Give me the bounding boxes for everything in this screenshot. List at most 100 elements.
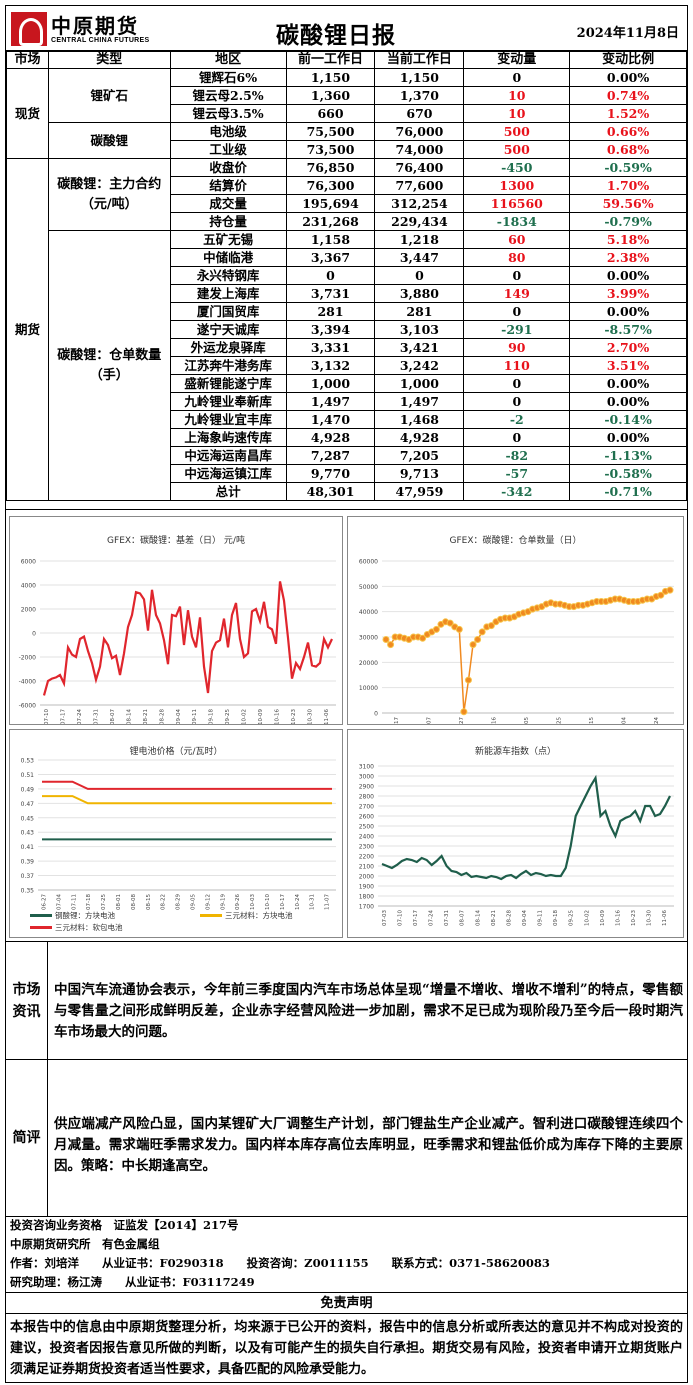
change-cell: -82 bbox=[463, 446, 571, 465]
y-tick-label: 0.47 bbox=[21, 801, 35, 808]
x-tick-label: 09-25 bbox=[225, 709, 231, 724]
chart-title: GFEX：碳酸锂：基差（日） 元/吨 bbox=[107, 536, 245, 546]
prev-cell: 231,268 bbox=[285, 212, 376, 231]
col-header: 地区 bbox=[169, 51, 287, 69]
x-tick-label: 07-31 bbox=[94, 709, 100, 724]
region-cell: 持仓量 bbox=[169, 212, 287, 231]
x-tick-label: 08-14 bbox=[475, 910, 481, 926]
curr-cell: 3,447 bbox=[374, 248, 465, 267]
prev-cell: 75,500 bbox=[285, 122, 376, 141]
curr-cell: 1,000 bbox=[374, 374, 465, 393]
footer-line: 投资咨询业务资格 证监发【2014】217号 bbox=[10, 1218, 239, 1232]
legend-swatch bbox=[30, 914, 52, 917]
battery-price-chart: 锂电池价格（元/瓦时） 0.35 0.37 0.39 0.41 0.43 0.45 0.47… bbox=[9, 729, 343, 938]
y-tick-label: 0.41 bbox=[21, 844, 35, 851]
prev-cell: 4,928 bbox=[285, 428, 376, 447]
y-tick-label: 3100 bbox=[359, 764, 374, 771]
x-tick-label: 10-02 bbox=[242, 709, 248, 724]
x-tick-label: 07-11 bbox=[71, 894, 77, 910]
pct-cell: 0.00% bbox=[569, 302, 687, 321]
region-cell: 中远海运南昌库 bbox=[169, 446, 287, 465]
x-tick-label: 10-16 bbox=[274, 709, 280, 724]
curr-cell: 47,959 bbox=[374, 482, 465, 501]
region-cell: 中储临港 bbox=[169, 248, 287, 267]
curr-cell: 670 bbox=[374, 104, 465, 123]
table-row: 盛新锂能遂宁库 1,000 1,000 0 0.00% bbox=[7, 374, 687, 393]
pct-cell: 0.00% bbox=[569, 374, 687, 393]
prev-cell: 195,694 bbox=[285, 194, 376, 213]
type-cell: 碳酸锂：主力合约（元/吨） bbox=[47, 158, 171, 231]
change-cell: -57 bbox=[463, 464, 571, 483]
data-point bbox=[469, 641, 477, 649]
x-tick-label: 08-29 bbox=[176, 894, 182, 910]
footer-line: 作者：刘培洋 从业证书：F0290318 投资咨询：Z0011155 联系方式：… bbox=[10, 1256, 550, 1270]
legend-label: 三元材料：方块电池 bbox=[225, 911, 293, 920]
curr-cell: 0 bbox=[374, 266, 465, 285]
y-tick-label: -6000 bbox=[19, 703, 37, 710]
market-cell: 期货 bbox=[6, 158, 49, 501]
x-tick-label: 07-04 bbox=[56, 894, 62, 910]
region-cell: 外运龙泉驿库 bbox=[169, 338, 287, 357]
y-tick-label: 10000 bbox=[359, 685, 378, 692]
x-tick-label: 08-15 bbox=[146, 894, 152, 910]
y-tick-label: 0.35 bbox=[21, 888, 35, 895]
x-tick-label: 10-30 bbox=[647, 910, 653, 926]
report-header: 中原期货 CENTRAL CHINA FUTURES 碳酸锂日报 2024年11… bbox=[6, 6, 687, 51]
change-cell: -291 bbox=[463, 320, 571, 339]
y-tick-label: 2100 bbox=[359, 864, 374, 871]
legend-item: 钢酸锂：方块电池 bbox=[30, 910, 115, 921]
change-cell: 500 bbox=[463, 140, 571, 159]
y-tick-label: 2600 bbox=[359, 814, 374, 821]
prev-cell: 1,497 bbox=[285, 392, 376, 411]
footer-line: 中原期货研究所 有色金属组 bbox=[10, 1237, 160, 1251]
y-tick-label: 30000 bbox=[359, 635, 378, 642]
x-tick-label: 09-11 bbox=[192, 709, 198, 724]
pct-cell: 0.00% bbox=[569, 392, 687, 411]
y-tick-label: 0.53 bbox=[21, 758, 35, 765]
table-row: 总计 48,301 47,959 -342 -0.71% bbox=[7, 482, 687, 501]
market-info-text: 中国汽车流通协会表示，今年前三季度国内汽车市场总体呈现“增量不增收、增收不增利”… bbox=[54, 982, 683, 1040]
prev-cell: 3,731 bbox=[285, 284, 376, 303]
chart-title: 新能源车指数（点） bbox=[474, 747, 556, 757]
table-row: 江苏奔牛港务库 3,132 3,242 110 3.51% bbox=[7, 356, 687, 375]
table-row: 结算价 76,300 77,600 1300 1.70% bbox=[7, 176, 687, 195]
prev-cell: 76,300 bbox=[285, 176, 376, 195]
x-tick-label: 07-03 bbox=[382, 910, 388, 926]
y-tick-label: 1800 bbox=[359, 894, 374, 901]
logo-en: CENTRAL CHINA FUTURES bbox=[51, 36, 150, 44]
legend-swatch bbox=[30, 926, 52, 929]
pct-cell: -8.57% bbox=[569, 320, 687, 339]
data-point bbox=[382, 636, 390, 644]
col-header: 当前工作日 bbox=[374, 51, 465, 69]
change-cell: 10 bbox=[463, 86, 571, 105]
y-tick-label: 2000 bbox=[21, 607, 36, 614]
disclaimer-title: 免责声明 bbox=[6, 1292, 687, 1314]
table-row: 碳酸锂 电池级 75,500 76,000 500 0.66% bbox=[7, 122, 687, 159]
table-header-row: 市场 类型 地区 前一工作日 当前工作日 变动量 变动比例 bbox=[6, 51, 687, 69]
market-info-section: 市场资讯 中国汽车流通协会表示，今年前三季度国内汽车市场总体呈现“增量不增收、增… bbox=[6, 941, 687, 1059]
curr-cell: 3,880 bbox=[374, 284, 465, 303]
y-tick-label: 60000 bbox=[359, 559, 378, 566]
x-tick-label: 07-17 bbox=[61, 709, 67, 724]
pct-cell: 2.70% bbox=[569, 338, 687, 357]
prev-cell: 1,360 bbox=[285, 86, 376, 105]
table-row: 现货 锂矿石 锂辉石6% 1,150 1,150 0 0.00% bbox=[6, 68, 687, 159]
pct-cell: -0.71% bbox=[569, 482, 687, 501]
chart-title: GFEX：碳酸锂：仓单数量（日） bbox=[449, 536, 582, 546]
y-tick-label: 1900 bbox=[359, 884, 374, 891]
region-cell: 永兴特钢库 bbox=[169, 266, 287, 285]
region-cell: 盛新锂能遂宁库 bbox=[169, 374, 287, 393]
x-tick-label: 06-27 bbox=[41, 894, 47, 910]
logo-cn: 中原期货 bbox=[51, 13, 139, 38]
y-tick-label: 6000 bbox=[21, 559, 36, 566]
market-info-label: 市场资讯 bbox=[6, 942, 48, 1059]
type-cell: 锂矿石 bbox=[47, 68, 171, 123]
x-tick-label: 10-02 bbox=[584, 910, 590, 926]
change-cell: -2 bbox=[463, 410, 571, 429]
x-tick-label: 10-15 bbox=[589, 717, 595, 724]
pct-cell: 0.00% bbox=[569, 266, 687, 285]
table-row: 成交量 195,694 312,254 116560 59.56% bbox=[7, 194, 687, 213]
x-tick-label: 10-23 bbox=[291, 709, 297, 724]
pct-cell: 1.52% bbox=[569, 104, 687, 123]
pct-cell: -0.14% bbox=[569, 410, 687, 429]
